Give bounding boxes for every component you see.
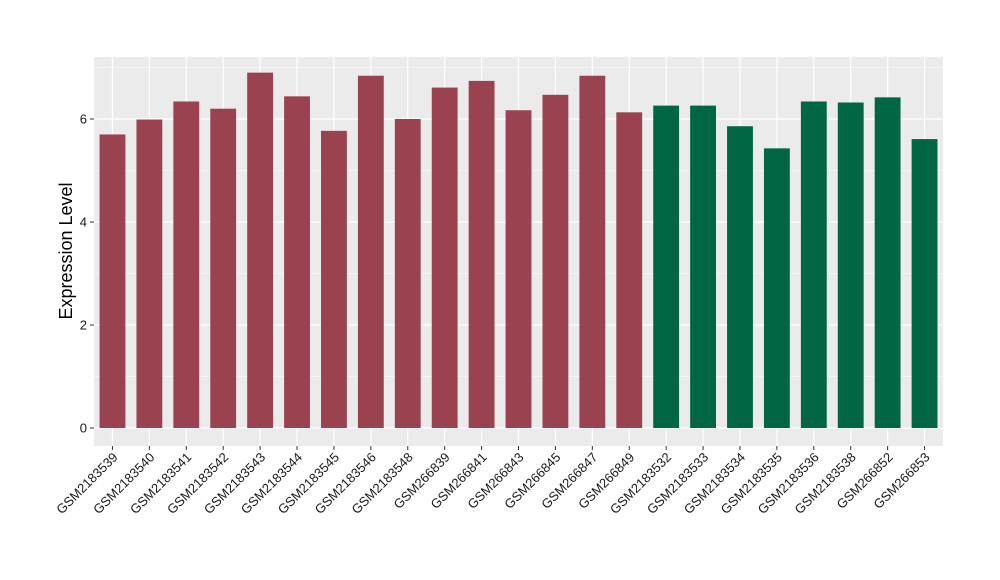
bar-GSM2183543 xyxy=(247,72,274,429)
bar-GSM2183538 xyxy=(837,102,864,429)
y-tick-label: 0 xyxy=(80,421,87,436)
bar-GSM266847 xyxy=(579,75,606,429)
bar-GSM266839 xyxy=(431,87,458,429)
bar-GSM266852 xyxy=(874,97,901,429)
bar-GSM266845 xyxy=(542,94,569,429)
bar-GSM2183542 xyxy=(210,108,237,428)
bar-GSM2183535 xyxy=(763,148,790,429)
bar-GSM2183534 xyxy=(727,126,753,429)
bar-GSM2183532 xyxy=(653,105,680,429)
bar-GSM2183539 xyxy=(99,134,126,428)
bar-GSM2183546 xyxy=(357,75,384,429)
bar-GSM2183536 xyxy=(800,101,827,429)
bar-GSM2183540 xyxy=(136,119,163,428)
bar-GSM266853 xyxy=(911,139,938,428)
bar-GSM2183548 xyxy=(394,119,421,428)
bar-GSM2183533 xyxy=(690,105,716,429)
bars xyxy=(99,72,938,429)
y-axis-title: Expression Level xyxy=(56,182,76,319)
bar-GSM266849 xyxy=(616,112,643,429)
x-axis: GSM2183539GSM2183540GSM2183541GSM2183542… xyxy=(53,446,933,517)
y-tick-label: 4 xyxy=(80,215,87,230)
bar-GSM266843 xyxy=(505,110,532,429)
y-axis: 0 2 4 6 xyxy=(80,112,94,436)
y-tick-label: 2 xyxy=(80,318,87,333)
bar-GSM2183544 xyxy=(284,96,310,428)
bar-GSM2183541 xyxy=(173,101,200,429)
y-tick-label: 6 xyxy=(80,112,87,127)
bar-GSM266841 xyxy=(468,80,495,428)
bar-GSM2183545 xyxy=(321,130,347,428)
